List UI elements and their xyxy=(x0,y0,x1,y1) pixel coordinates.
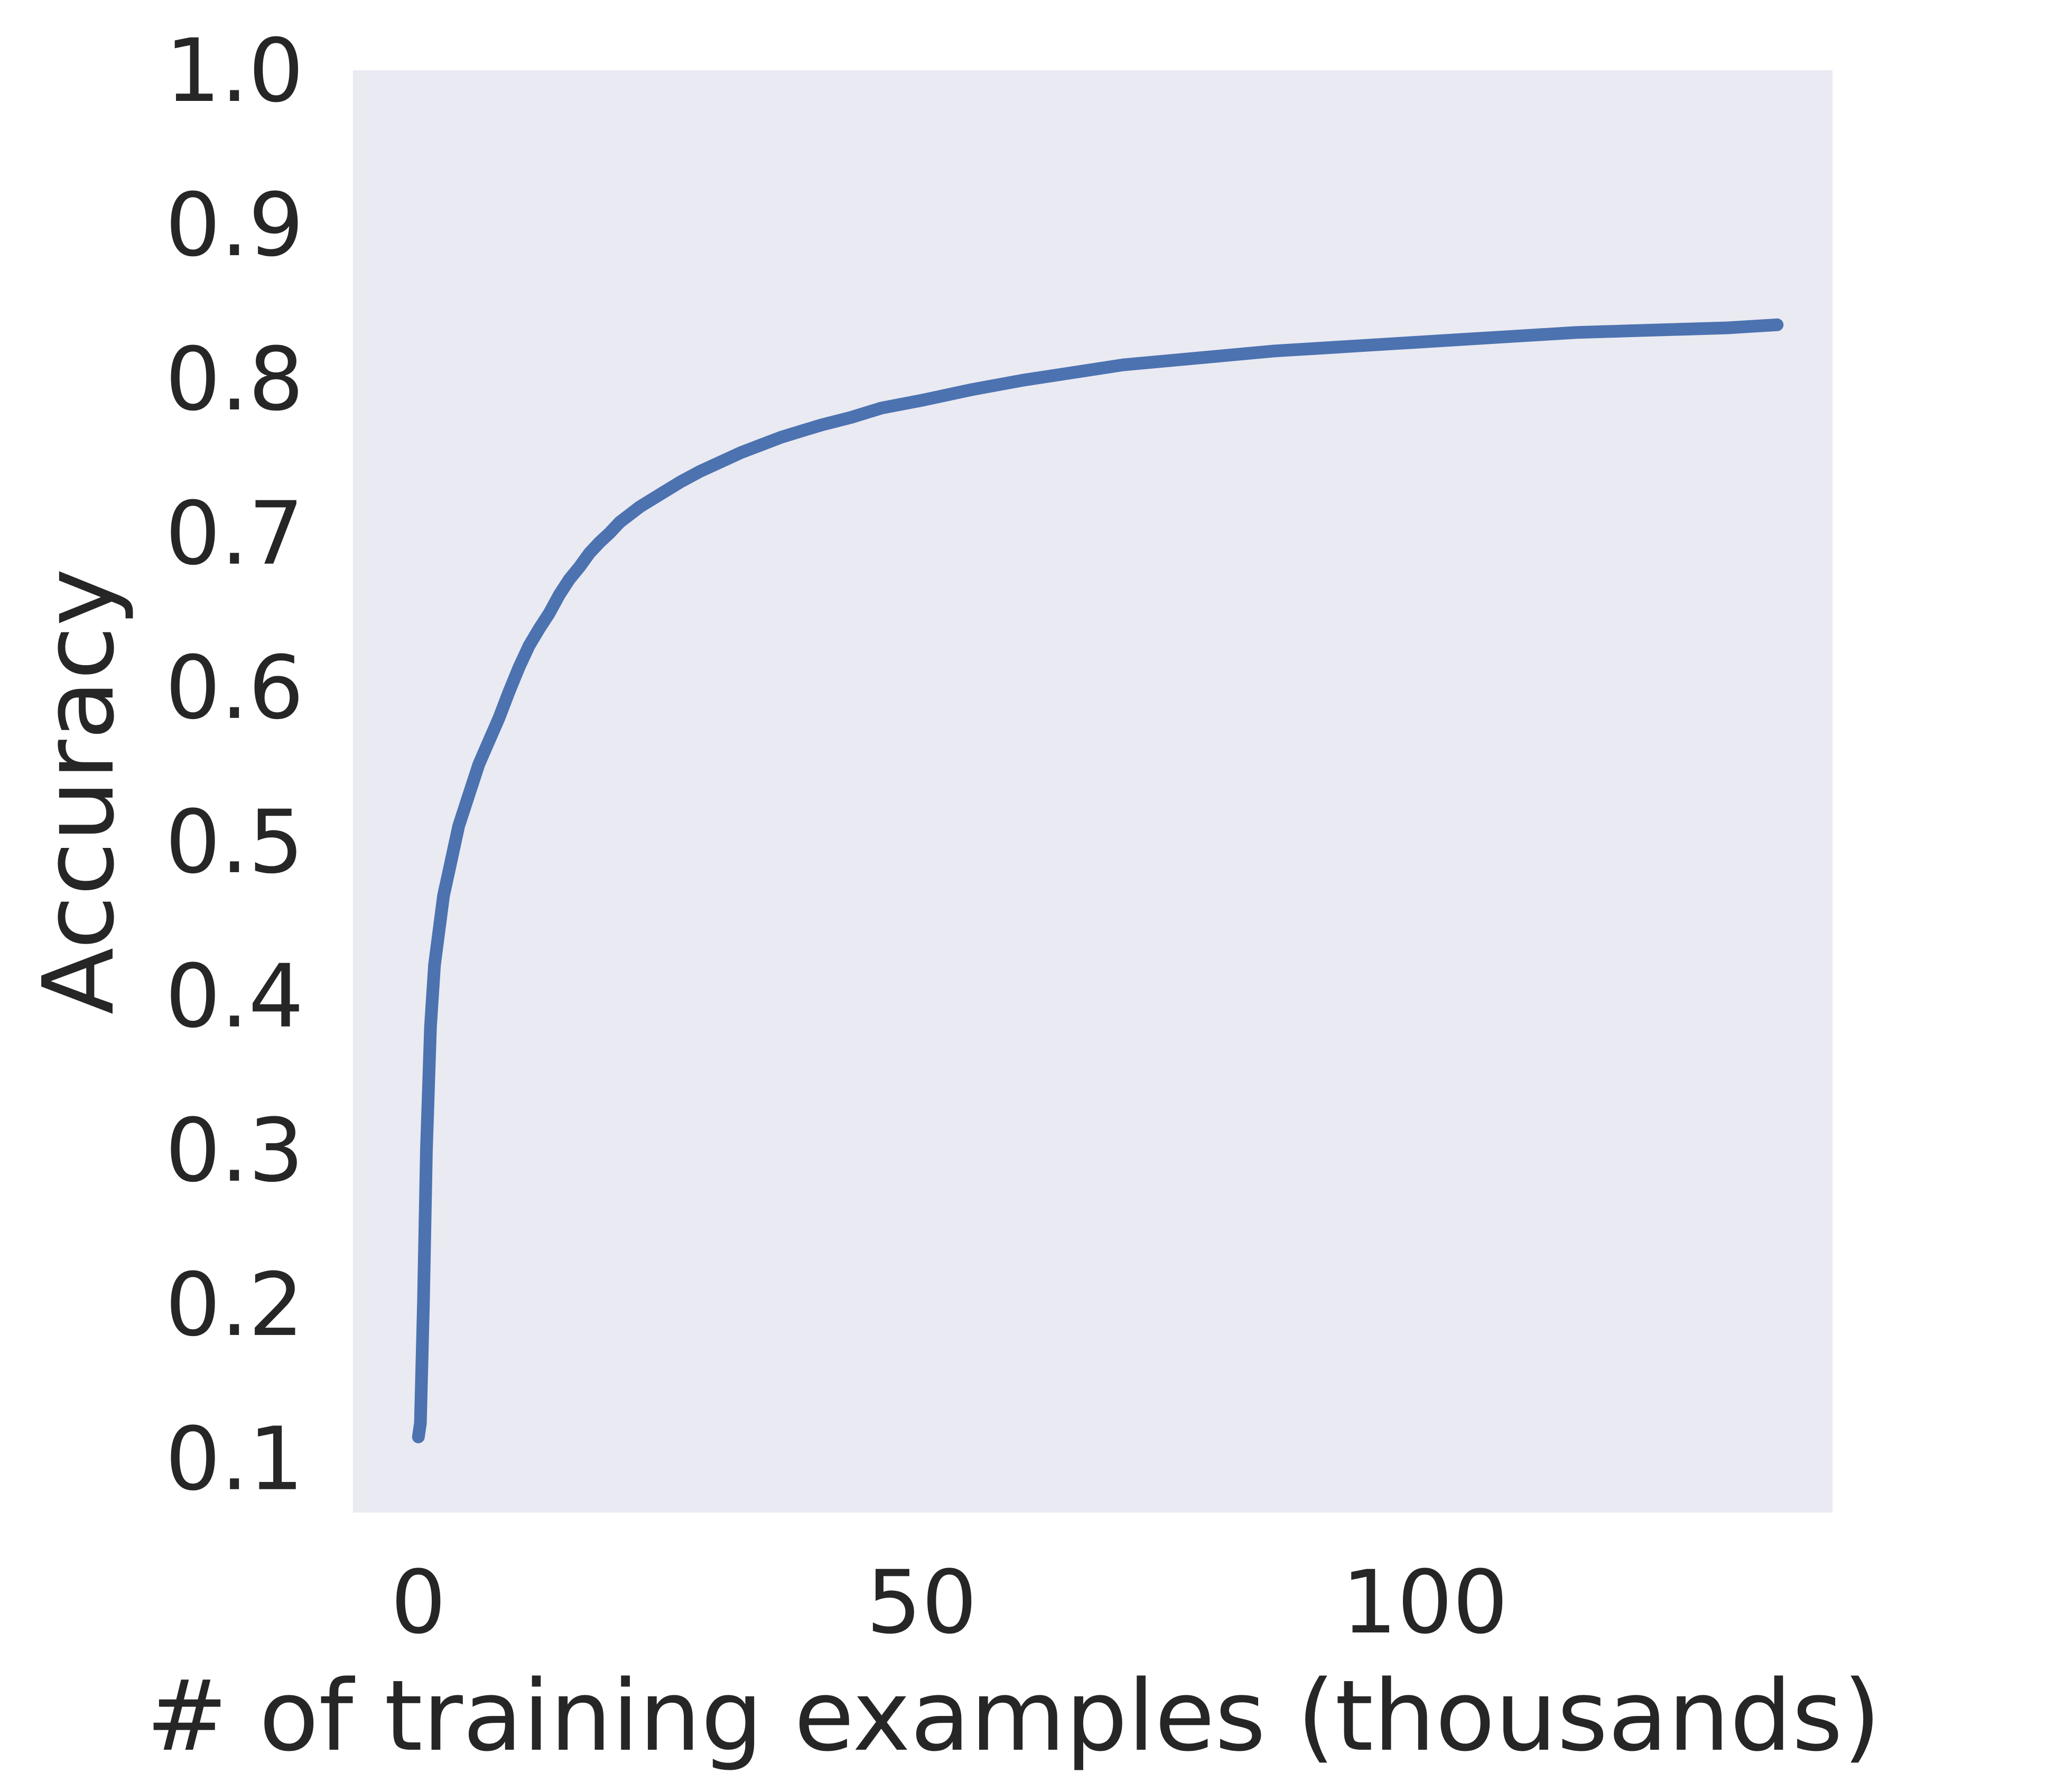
y-tick-label: 1.0 xyxy=(165,20,304,122)
y-tick-label: 0.6 xyxy=(165,637,304,739)
y-tick-label: 0.5 xyxy=(165,791,304,893)
y-tick-label: 0.8 xyxy=(165,329,304,430)
x-axis-label: # of training examples (thousands) xyxy=(146,1659,1881,1773)
accuracy-series-line xyxy=(412,318,1784,1443)
x-axis: 0 50 100 xyxy=(390,1552,1508,1653)
y-axis-label: Accuracy xyxy=(22,568,136,1015)
y-tick-label: 0.1 xyxy=(165,1408,304,1510)
y-tick-label: 0.7 xyxy=(165,483,304,584)
x-tick-label: 50 xyxy=(866,1552,977,1653)
y-tick-label: 0.9 xyxy=(165,174,304,276)
y-tick-label: 0.3 xyxy=(165,1100,304,1201)
y-tick-label: 0.4 xyxy=(165,946,304,1047)
y-tick-label: 0.2 xyxy=(165,1254,304,1356)
y-axis: 0.1 0.2 0.3 0.4 0.5 0.6 0.7 0.8 0.9 1.0 xyxy=(165,20,304,1510)
plot-area xyxy=(353,70,1833,1513)
x-tick-label: 0 xyxy=(390,1552,446,1653)
x-tick-label: 100 xyxy=(1342,1552,1508,1653)
